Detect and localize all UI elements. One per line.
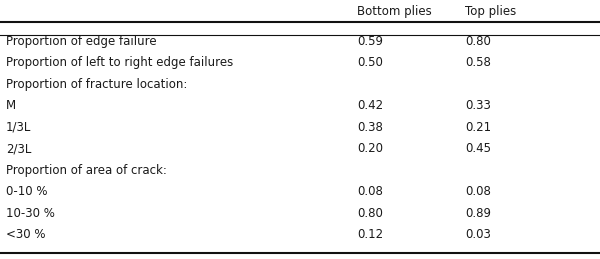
Text: 0.45: 0.45 [465,142,491,155]
Text: 2/3L: 2/3L [6,142,31,155]
Text: M: M [6,99,16,112]
Text: Proportion of area of crack:: Proportion of area of crack: [6,164,167,177]
Text: 10-30 %: 10-30 % [6,207,55,220]
Text: Bottom plies: Bottom plies [357,5,432,18]
Text: 0.08: 0.08 [465,185,491,198]
Text: 0.58: 0.58 [465,56,491,69]
Text: 0.80: 0.80 [465,35,491,48]
Text: 0.38: 0.38 [357,121,383,134]
Text: 0.33: 0.33 [465,99,491,112]
Text: Top plies: Top plies [465,5,516,18]
Text: Proportion of fracture location:: Proportion of fracture location: [6,78,187,91]
Text: 1/3L: 1/3L [6,121,31,134]
Text: 0.80: 0.80 [357,207,383,220]
Text: 0.50: 0.50 [357,56,383,69]
Text: 0.21: 0.21 [465,121,491,134]
Text: Proportion of edge failure: Proportion of edge failure [6,35,157,48]
Text: 0.59: 0.59 [357,35,383,48]
Text: <30 %: <30 % [6,228,46,241]
Text: Proportion of left to right edge failures: Proportion of left to right edge failure… [6,56,233,69]
Text: 0.89: 0.89 [465,207,491,220]
Text: 0.08: 0.08 [357,185,383,198]
Text: 0.42: 0.42 [357,99,383,112]
Text: 0.20: 0.20 [357,142,383,155]
Text: 0.03: 0.03 [465,228,491,241]
Text: 0-10 %: 0-10 % [6,185,47,198]
Text: 0.12: 0.12 [357,228,383,241]
